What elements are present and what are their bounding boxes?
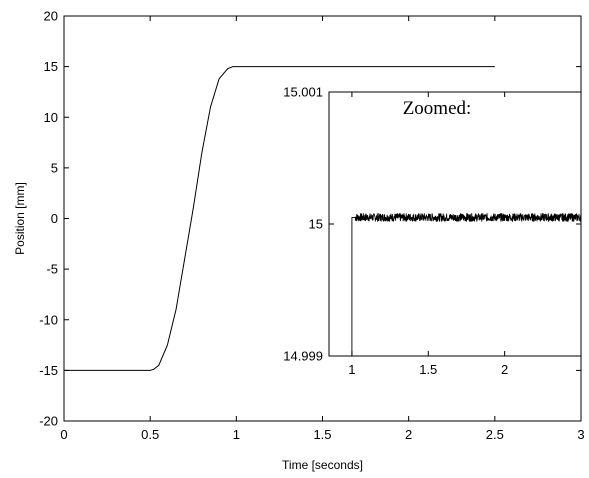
inset-x-tick-label: 2 [501, 362, 508, 377]
main-y-tick-label: -5 [46, 262, 58, 277]
main-x-tick-label: 0.5 [141, 427, 159, 442]
main-y-tick-label: -15 [39, 363, 58, 378]
zoomed-inset-plot: 1 1.5 2 14.999 15 15.001 Zoomed: [283, 85, 582, 377]
x-axis-label: Time [seconds] [282, 458, 363, 472]
main-x-tick-label: 0 [60, 427, 67, 442]
main-plot: 0 0.5 1 1.5 2 2.5 3 -20 -15 -10 -5 0 5 10 15 20 Time [se… [13, 9, 585, 473]
main-x-tick-label: 1.5 [313, 427, 331, 442]
inset-x-tick-label: 1.5 [419, 362, 437, 377]
main-y-tick-label: 5 [51, 160, 58, 175]
main-series-line [64, 66, 495, 371]
y-axis-label: Position [mm] [13, 182, 27, 255]
main-y-tick-label: 20 [44, 9, 58, 24]
inset-y-tick-label: 14.999 [283, 349, 323, 364]
main-x-tick-label: 3 [577, 427, 584, 442]
main-y-tick-label: 10 [44, 110, 58, 125]
main-y-tick-label: 15 [44, 59, 58, 74]
inset-y-tick-label: 15.001 [283, 85, 323, 100]
inset-title: Zoomed: [403, 98, 472, 119]
main-y-tick-label: 0 [51, 211, 58, 226]
main-y-tick-label: -20 [39, 414, 58, 429]
inset-x-tick-label: 1 [348, 362, 355, 377]
main-x-tick-label: 2 [405, 427, 412, 442]
inset-plot-background [329, 92, 581, 356]
inset-y-tick-label: 15 [309, 217, 323, 232]
inset-series-line [351, 213, 582, 356]
main-x-tick-label: 1 [233, 427, 240, 442]
main-x-tick-label: 2.5 [486, 427, 504, 442]
main-y-tick-label: -10 [39, 312, 58, 327]
